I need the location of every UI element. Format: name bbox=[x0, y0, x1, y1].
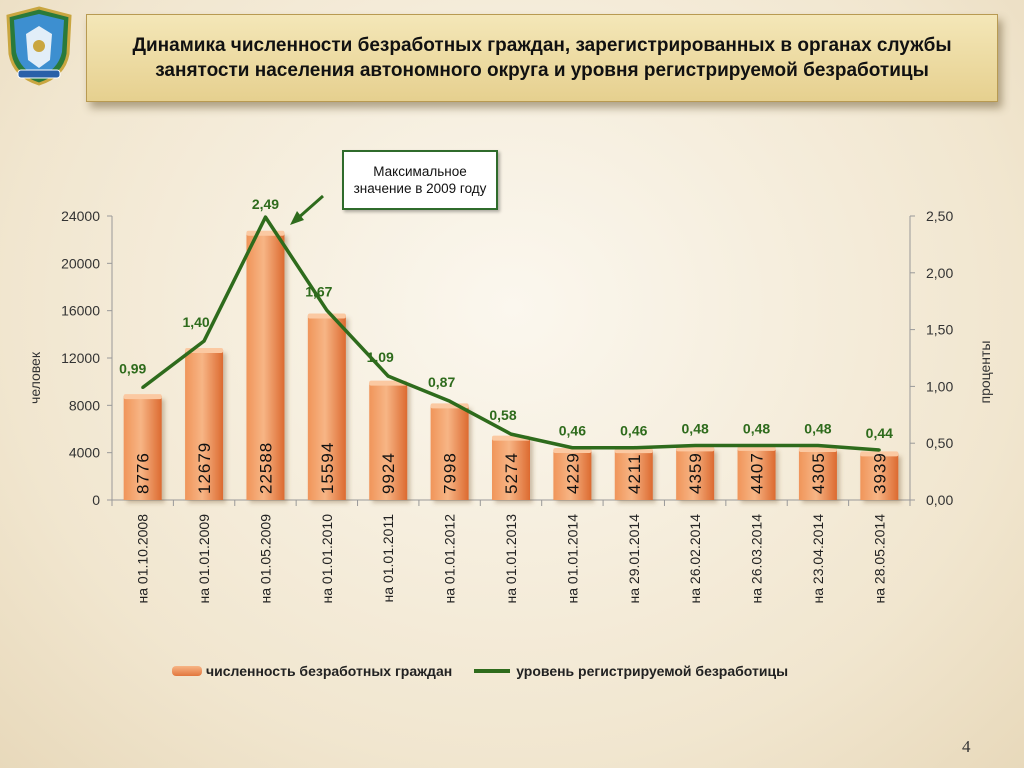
bar bbox=[369, 382, 408, 500]
line-point bbox=[386, 374, 390, 378]
y-tick-label-right: 1,00 bbox=[926, 378, 953, 394]
line-point bbox=[509, 432, 513, 436]
chart-title: Динамика численности безработных граждан… bbox=[132, 35, 952, 81]
bar-value-label: 4359 bbox=[686, 452, 705, 494]
line-point bbox=[202, 339, 206, 343]
y-tick-label-left: 0 bbox=[92, 492, 100, 508]
y-tick-label-left: 4000 bbox=[69, 445, 100, 461]
y-tick-label-right: 1,50 bbox=[926, 322, 953, 338]
max-value-callout: Максимальное значение в 2009 году bbox=[342, 150, 498, 210]
bar bbox=[185, 349, 224, 500]
bar bbox=[246, 232, 285, 500]
bar-value-label: 12679 bbox=[195, 442, 214, 494]
line-value-label: 2,49 bbox=[252, 196, 279, 212]
line-value-label: 0,87 bbox=[428, 374, 455, 390]
line-value-label: 1,40 bbox=[182, 314, 209, 330]
bar-top bbox=[798, 447, 837, 453]
line-value-label: 0,48 bbox=[743, 420, 770, 436]
y-tick-label-left: 12000 bbox=[61, 350, 100, 366]
bar-value-label: 22588 bbox=[256, 442, 275, 494]
line-value-label: 0,48 bbox=[682, 420, 709, 436]
legend-bar-swatch bbox=[172, 666, 202, 676]
y-tick-label-right: 0,50 bbox=[926, 435, 953, 451]
bar-value-label: 4229 bbox=[563, 452, 582, 494]
legend-bar-label: численность безработных граждан bbox=[206, 663, 453, 679]
bar-top bbox=[860, 451, 899, 457]
line-point bbox=[570, 446, 574, 450]
line-point bbox=[632, 446, 636, 450]
bar bbox=[123, 396, 162, 500]
bar-value-label: 9924 bbox=[379, 452, 398, 494]
x-tick-label: на 01.01.2013 bbox=[503, 514, 519, 604]
bar-value-label: 7998 bbox=[441, 452, 460, 494]
y-tick-label-right: 2,00 bbox=[926, 265, 953, 281]
x-tick-label: на 01.01.2014 bbox=[564, 514, 580, 604]
line-point bbox=[755, 443, 759, 447]
line-value-label: 0,44 bbox=[866, 425, 893, 441]
bar bbox=[737, 447, 776, 500]
bar bbox=[614, 450, 653, 500]
line-value-label: 1,67 bbox=[305, 283, 332, 299]
y-axis-title-left: человек bbox=[27, 351, 43, 404]
bar-top bbox=[307, 313, 346, 319]
bar-value-label: 4305 bbox=[809, 452, 828, 494]
line-point bbox=[141, 386, 145, 390]
line-value-label: 1,09 bbox=[367, 349, 394, 365]
title-banner: Динамика численности безработных граждан… bbox=[86, 14, 998, 102]
y-axis-title-right: проценты bbox=[977, 340, 993, 403]
y-tick-label-left: 16000 bbox=[61, 303, 100, 319]
line-point bbox=[263, 215, 267, 219]
callout-text: Максимальное значение в 2009 году bbox=[353, 164, 487, 196]
bar bbox=[798, 449, 837, 500]
bar-value-label: 3939 bbox=[870, 452, 889, 494]
bar bbox=[860, 453, 899, 500]
bar bbox=[492, 437, 530, 500]
line-point bbox=[693, 443, 697, 447]
line-point bbox=[448, 399, 452, 403]
y-tick-label-left: 8000 bbox=[69, 397, 100, 413]
x-tick-label: на 01.01.2009 bbox=[196, 514, 212, 604]
x-tick-label: на 01.05.2009 bbox=[257, 514, 273, 604]
x-tick-label: на 01.01.2011 bbox=[380, 514, 396, 603]
legend-line-label: уровень регистрируемой безработицы bbox=[516, 663, 789, 679]
bar bbox=[430, 405, 469, 500]
bar-top bbox=[676, 446, 715, 452]
x-tick-label: на 01.01.2010 bbox=[319, 514, 335, 604]
line-value-label: 0,99 bbox=[119, 361, 146, 377]
line-value-label: 0,46 bbox=[559, 423, 586, 439]
y-tick-label-left: 20000 bbox=[61, 255, 100, 271]
y-tick-label-right: 0,00 bbox=[926, 492, 953, 508]
coat-of-arms-icon bbox=[6, 6, 72, 86]
legend: численность безработных граждан уровень … bbox=[172, 660, 788, 682]
x-tick-label: на 26.03.2014 bbox=[749, 514, 765, 604]
page-number: 4 bbox=[962, 737, 971, 756]
callout-arrow bbox=[296, 194, 324, 221]
legend-line-swatch bbox=[474, 669, 511, 673]
bar-value-label: 4211 bbox=[625, 453, 644, 494]
x-tick-label: на 01.10.2008 bbox=[135, 514, 151, 604]
line-point bbox=[325, 308, 329, 312]
line-point bbox=[816, 443, 820, 447]
bar-value-label: 4407 bbox=[748, 452, 767, 494]
bar bbox=[676, 448, 715, 500]
x-tick-label: на 28.05.2014 bbox=[871, 514, 887, 604]
bar-value-label: 8776 bbox=[134, 452, 153, 494]
line-value-label: 0,46 bbox=[620, 423, 647, 439]
line-value-label: 0,48 bbox=[804, 420, 831, 436]
bar bbox=[307, 315, 346, 500]
x-tick-label: на 26.02.2014 bbox=[687, 514, 703, 604]
x-tick-label: на 23.04.2014 bbox=[810, 514, 826, 604]
x-tick-label: на 29.01.2014 bbox=[626, 514, 642, 604]
bar-top bbox=[123, 394, 162, 400]
x-tick-label: на 01.01.2012 bbox=[442, 514, 458, 604]
y-tick-label-left: 24000 bbox=[61, 208, 100, 224]
bar-value-label: 5274 bbox=[502, 452, 521, 494]
callout-arrowhead bbox=[290, 211, 304, 225]
bar-value-label: 15594 bbox=[318, 442, 337, 494]
y-tick-label-right: 2,50 bbox=[926, 208, 953, 224]
line-value-label: 0,58 bbox=[489, 407, 516, 423]
bar bbox=[553, 449, 592, 500]
line-point bbox=[877, 448, 881, 452]
